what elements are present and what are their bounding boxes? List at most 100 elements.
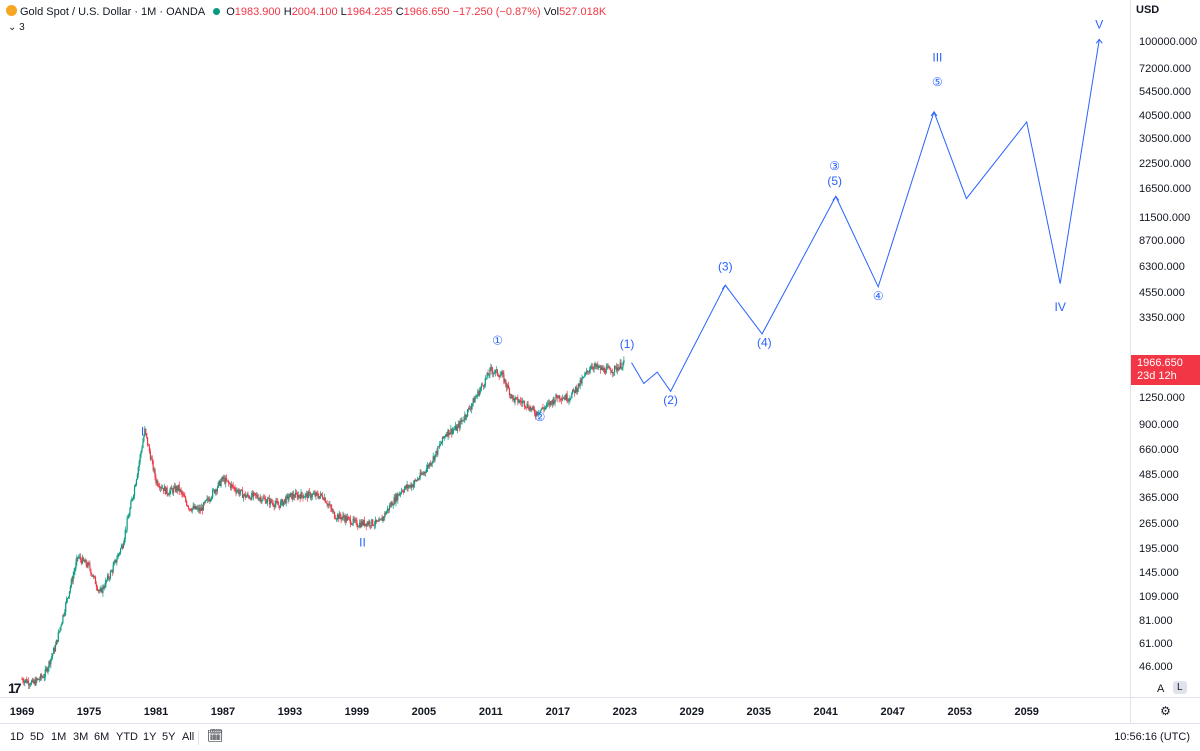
candle-body — [285, 495, 287, 504]
candle-body — [164, 486, 166, 494]
candle-body — [555, 394, 557, 401]
candle-body — [601, 367, 604, 371]
timeframe-5y-button[interactable]: 5Y — [162, 731, 176, 743]
candle-body — [316, 492, 318, 494]
candle-body — [423, 472, 425, 474]
date-range-calendar-icon[interactable]: 🗓 — [207, 728, 224, 743]
candle-body — [84, 560, 86, 563]
log-scale-button[interactable]: L — [1173, 681, 1187, 694]
price-tick: 3350.000 — [1139, 312, 1185, 325]
currency-label[interactable]: USD — [1136, 4, 1160, 16]
candle-body — [400, 492, 402, 494]
candle-body — [426, 465, 429, 469]
candle-body — [377, 520, 379, 522]
candle-body — [399, 493, 401, 496]
candle-body — [558, 395, 560, 399]
candle-body — [235, 490, 237, 493]
candle-body — [138, 461, 140, 468]
candle-body — [460, 420, 462, 422]
projection-layer — [631, 38, 1103, 393]
candle-body — [619, 362, 621, 367]
candle-body — [281, 499, 284, 506]
time-tick: 1987 — [210, 706, 236, 718]
price-axis[interactable]: USD 100000.000 72000.000 54500.000 40500.00… — [1130, 0, 1200, 697]
last-price-value: 1966.650 — [1137, 356, 1183, 369]
candle-body — [277, 502, 279, 505]
candle-body — [580, 380, 582, 384]
candle-body — [414, 480, 417, 482]
candle-body — [130, 501, 132, 509]
price-tick: 46.000 — [1139, 660, 1173, 673]
candle-body — [599, 366, 601, 368]
candle-body — [515, 397, 517, 399]
candle-body — [179, 489, 181, 492]
candle-body — [303, 497, 305, 499]
timeframe-1d-button[interactable]: 1D — [10, 731, 25, 743]
candle-body — [85, 560, 87, 565]
candle-body — [464, 414, 466, 420]
candle-body — [608, 367, 610, 368]
candle-body — [255, 494, 258, 496]
candle-body — [559, 395, 561, 400]
candle-body — [92, 575, 94, 577]
candle-body — [375, 519, 378, 522]
candle-body — [480, 387, 482, 391]
candle-body — [613, 372, 615, 374]
candle-body — [548, 402, 551, 406]
tradingview-logo-icon[interactable]: 17 — [8, 680, 22, 696]
candle-body — [523, 401, 525, 407]
candle-body — [315, 492, 317, 497]
elliott-projection-line — [631, 39, 1100, 393]
candle-body — [574, 387, 577, 393]
candle-body — [491, 367, 493, 371]
candle-body — [59, 627, 61, 632]
candle-body — [44, 669, 46, 677]
timeframe-1m-button[interactable]: 1M — [51, 731, 67, 743]
candle-body — [541, 407, 543, 410]
timeframe-all-button[interactable]: All — [182, 731, 195, 743]
candle-body — [395, 494, 397, 503]
utc-clock[interactable]: 10:56:16 (UTC) — [1114, 731, 1190, 743]
candle-body — [173, 487, 175, 493]
candle-body — [159, 486, 161, 489]
auto-scale-button[interactable]: A — [1157, 683, 1165, 695]
wave-label: (4) — [757, 335, 772, 349]
candle-body — [22, 679, 24, 682]
settings-gear-icon[interactable]: ⚙ — [1130, 697, 1200, 723]
candle-body — [310, 496, 312, 498]
timeframe-ytd-button[interactable]: YTD — [116, 731, 138, 743]
high-label: H — [283, 6, 292, 18]
candle-body — [533, 409, 536, 414]
time-axis[interactable]: 1969 1975 1981 1987 1993 1999 2005 2011 2017 2023… — [0, 697, 1130, 724]
symbol-title[interactable]: Gold Spot / U.S. Dollar · 1M · OANDA — [20, 6, 206, 18]
timeframe-5d-button[interactable]: 5D — [30, 731, 45, 743]
candle-body — [457, 423, 459, 427]
candle-body — [161, 488, 164, 489]
candle-body — [145, 428, 147, 434]
candle-body — [433, 456, 435, 461]
candle-body — [272, 503, 274, 506]
candle-body — [226, 480, 229, 482]
candle-body — [143, 435, 145, 442]
candle-body — [357, 526, 359, 528]
candle-body — [525, 407, 527, 408]
candle-body — [520, 400, 522, 402]
candle-body — [507, 385, 509, 388]
candle-body — [320, 493, 322, 496]
indicators-toggle[interactable]: ⌄ 3 — [8, 22, 25, 33]
candle-body — [296, 493, 298, 499]
timeframe-3m-button[interactable]: 3M — [73, 731, 89, 743]
timeframe-1y-button[interactable]: 1Y — [143, 731, 157, 743]
candle-body — [133, 495, 135, 499]
candle-body — [243, 493, 245, 496]
candle-body — [257, 497, 259, 500]
close-value: 1966.650 — [403, 6, 450, 18]
candle-body — [419, 472, 421, 479]
timeframe-6m-button[interactable]: 6M — [94, 731, 110, 743]
candle-body — [613, 366, 616, 373]
candle-body — [77, 557, 79, 558]
candle-body — [337, 514, 339, 520]
candle-body — [345, 515, 347, 522]
bar-countdown: 23d 12h — [1137, 369, 1177, 382]
